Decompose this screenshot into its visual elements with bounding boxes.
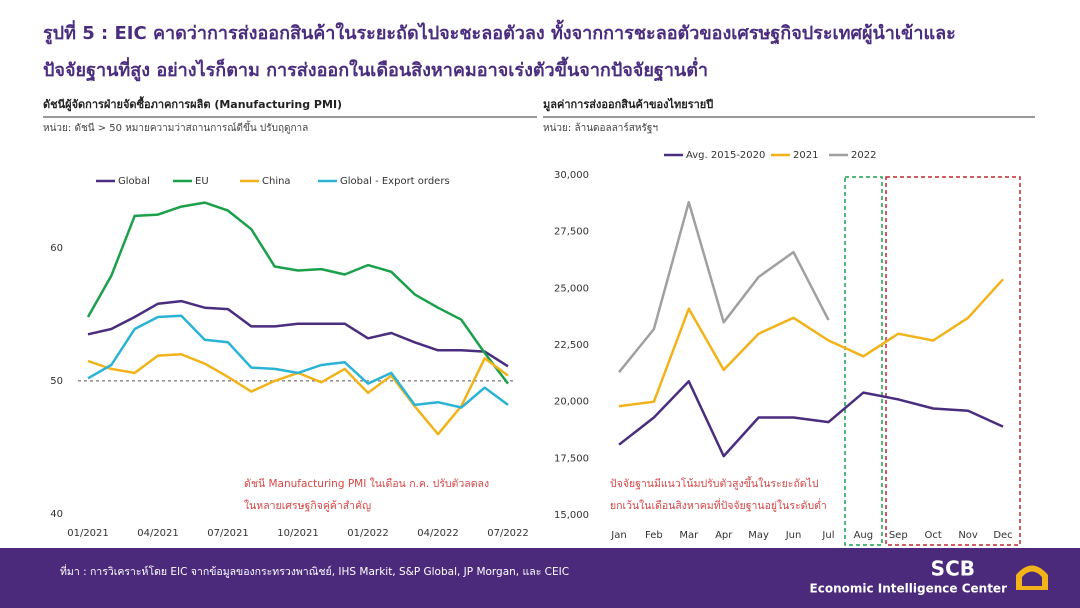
series-line (618, 200, 830, 373)
legend-label: China (262, 176, 291, 187)
y-tick-label: 22,500 (554, 340, 589, 351)
y-tick-label: 20,000 (554, 397, 589, 408)
logo-org: Economic Intelligence Center (810, 582, 1008, 596)
x-tick-label: 01/2021 (67, 528, 109, 539)
legend-label: 2022 (851, 150, 876, 161)
x-tick-label: Jun (785, 530, 802, 541)
x-tick-label: 07/2022 (487, 528, 529, 539)
y-tick-label: 50 (50, 376, 63, 387)
chart-subtitle: หน่วย: ล้านดอลลาร์สหรัฐฯ (543, 122, 658, 134)
series-line (618, 278, 1004, 408)
x-tick-label: May (748, 530, 769, 541)
legend-label: Avg. 2015-2020 (686, 150, 765, 161)
highlight-box (844, 176, 883, 546)
y-tick-label: 40 (50, 509, 63, 520)
chart-subtitle: หน่วย: ดัชนี > 50 หมายความว่าสถานการณ์ดี… (43, 120, 308, 134)
y-tick-label: 30,000 (554, 170, 589, 181)
series-line (618, 380, 1004, 458)
series-line (87, 299, 509, 368)
footer-source: ที่มา : การวิเคราะห์โดย EIC จากข้อมูลของ… (60, 564, 569, 578)
legend-label: EU (195, 176, 209, 187)
x-tick-label: Nov (958, 530, 978, 541)
x-tick-label: Jul (821, 530, 834, 541)
y-tick-label: 17,500 (554, 453, 589, 464)
x-tick-label: Oct (925, 530, 942, 541)
x-tick-label: Apr (715, 530, 733, 541)
legend-label: Global - Export orders (340, 176, 450, 187)
x-tick-label: 10/2021 (277, 528, 319, 539)
y-tick-label: 15,000 (554, 510, 589, 521)
annotation: ปัจจัยฐานมีแนวโน้มปรับตัวสูงขึ้นในระยะถั… (610, 476, 819, 490)
x-tick-label: Jan (610, 530, 626, 541)
title-line: ปัจจัยฐานที่สูง อย่างไรก็ตาม การส่งออกใน… (43, 56, 708, 82)
legend-label: 2021 (793, 150, 818, 161)
legend-label: Global (118, 176, 150, 187)
logo-text: SCB (931, 557, 975, 581)
x-tick-label: Mar (679, 530, 699, 541)
annotation: ดัชนี Manufacturing PMI ในเดือน ก.ค. ปรั… (244, 477, 489, 490)
footer-band (0, 548, 1080, 608)
x-tick-label: Feb (645, 530, 663, 541)
chart-title: ดัชนีผู้จัดการฝ่ายจัดซื้อภาคการผลิต (Man… (43, 96, 342, 112)
x-tick-label: 04/2022 (417, 528, 459, 539)
x-tick-label: Aug (854, 530, 874, 541)
x-tick-label: 04/2021 (137, 528, 179, 539)
title-line: รูปที่ 5 : EIC คาดว่าการส่งออกสินค้าในระ… (43, 19, 956, 45)
series-line (87, 314, 509, 409)
logo-icon (1016, 565, 1048, 590)
annotation: ยกเว้นในเดือนสิงหาคมที่ปัจจัยฐานอยู่ในระ… (610, 498, 827, 512)
y-tick-label: 60 (50, 243, 63, 254)
series-line (86, 201, 509, 385)
y-tick-label: 25,000 (554, 283, 589, 294)
x-tick-label: Sep (889, 530, 908, 541)
chart-title: มูลค่าการส่งออกสินค้าของไทยรายปี (543, 97, 713, 112)
annotation: ในหลายเศรษฐกิจคู่ค้าสำคัญ (244, 499, 371, 512)
x-tick-label: 01/2022 (347, 528, 389, 539)
x-tick-label: Dec (993, 530, 1012, 541)
x-tick-label: 07/2021 (207, 528, 249, 539)
highlight-box (885, 176, 1021, 546)
y-tick-label: 27,500 (554, 227, 589, 238)
